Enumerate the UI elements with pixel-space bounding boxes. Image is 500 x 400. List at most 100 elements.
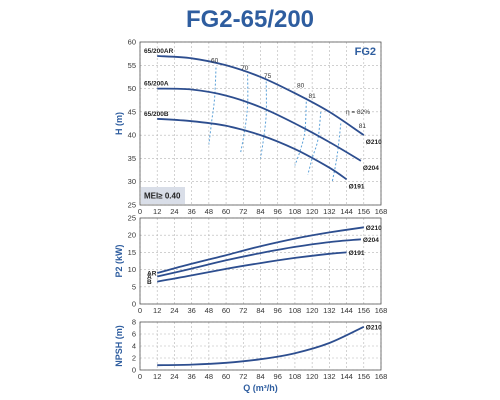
x-tick-label: 0 — [138, 207, 142, 216]
series-end-label: Ø204 — [363, 237, 379, 244]
x-tick-label: 168 — [375, 372, 388, 381]
y-tick-label: 15 — [128, 248, 136, 257]
series-name-label: A — [147, 274, 152, 281]
x-tick-label: 36 — [187, 306, 195, 315]
efficiency-curve — [208, 67, 217, 145]
x-tick-label: 168 — [375, 207, 388, 216]
series-end-label: Ø191 — [349, 183, 365, 190]
efficiency-curve — [307, 111, 322, 175]
y-tick-label: 5 — [132, 282, 136, 291]
y-tick-label: 25 — [128, 201, 136, 210]
series-end-label: Ø210 — [366, 324, 382, 331]
efficiency-label: 80 — [297, 83, 305, 90]
efficiency-label: 81 — [309, 93, 317, 100]
series-line — [157, 238, 361, 278]
series-line — [157, 251, 347, 283]
series-end-label: Ø191 — [349, 250, 365, 257]
series-line — [157, 55, 365, 136]
x-tick-label: 48 — [205, 306, 213, 315]
y-tick-label: 0 — [132, 300, 136, 309]
efficiency-curve — [294, 97, 307, 166]
x-tick-label: 156 — [358, 207, 371, 216]
efficiency-label: η = 82% — [346, 109, 370, 116]
x-tick-label: 96 — [274, 207, 282, 216]
x-tick-label: 36 — [187, 207, 195, 216]
plot-frame — [139, 217, 382, 305]
x-tick-label: 24 — [170, 306, 178, 315]
x-tick-label: 12 — [153, 306, 161, 315]
series-name-label: 65/200AR — [144, 48, 174, 55]
series-name-label: 65/200B — [144, 111, 169, 118]
y-tick-label: 60 — [128, 38, 136, 47]
x-tick-label: 108 — [289, 207, 302, 216]
series-name-label: AR — [147, 271, 157, 278]
series-line — [157, 87, 362, 162]
x-tick-label: 12 — [153, 372, 161, 381]
y-tick-label: 30 — [128, 177, 136, 186]
x-tick-label: 0 — [138, 306, 142, 315]
series-line — [157, 117, 348, 181]
x-tick-label: 108 — [289, 372, 302, 381]
series-end-label: Ø210 — [366, 225, 382, 232]
x-tick-label: 132 — [323, 207, 336, 216]
series-badge: FG2 — [355, 46, 376, 58]
y-tick-label: 35 — [128, 154, 136, 163]
x-tick-label: 144 — [340, 372, 353, 381]
efficiency-label: 75 — [264, 73, 272, 80]
plot-frame — [139, 321, 382, 371]
page-title: FG2-65/200 — [185, 6, 315, 33]
efficiency-label: 60 — [211, 57, 219, 64]
x-tick-label: 120 — [306, 306, 319, 315]
series-name-label: 65/200A — [144, 81, 169, 88]
series-end-label: Ø210 — [366, 139, 382, 146]
y-tick-label: 6 — [132, 330, 136, 339]
x-tick-label: 48 — [205, 372, 213, 381]
x-tick-label: 84 — [256, 207, 264, 216]
y-tick-label: 40 — [128, 131, 136, 140]
efficiency-curve — [239, 74, 249, 154]
series-line — [156, 226, 364, 274]
x-tick-label: 168 — [375, 306, 388, 315]
x-tick-label: 48 — [205, 207, 213, 216]
y-tick-label: 10 — [128, 265, 136, 274]
y-tick-label: 50 — [128, 84, 136, 93]
x-tick-label: 60 — [222, 207, 230, 216]
x-tick-label: 0 — [138, 372, 142, 381]
x-axis-label: Q (m³/h) — [243, 383, 278, 393]
plot-frame — [139, 41, 382, 206]
x-tick-label: 156 — [358, 306, 371, 315]
x-tick-label: 144 — [340, 306, 353, 315]
x-tick-label: 120 — [306, 207, 319, 216]
y-tick-label: 20 — [128, 231, 136, 240]
x-tick-label: 36 — [187, 372, 195, 381]
x-tick-label: 108 — [289, 306, 302, 315]
y-tick-label: 8 — [132, 318, 136, 327]
x-tick-label: 60 — [222, 306, 230, 315]
x-tick-label: 72 — [239, 372, 247, 381]
x-tick-label: 24 — [170, 372, 178, 381]
x-tick-label: 72 — [239, 207, 247, 216]
efficiency-curve — [260, 81, 267, 159]
x-tick-label: 132 — [323, 372, 336, 381]
x-tick-label: 72 — [239, 306, 247, 315]
series-line — [157, 325, 365, 367]
x-tick-label: 84 — [256, 306, 264, 315]
y-tick-label: 55 — [128, 61, 136, 70]
y-tick-label: 0 — [132, 366, 136, 375]
mei-box — [141, 187, 185, 204]
y-tick-label: 4 — [132, 342, 136, 351]
x-tick-label: 96 — [274, 306, 282, 315]
x-tick-label: 84 — [256, 372, 264, 381]
mei-label: MEI≥ 0.40 — [144, 192, 181, 201]
x-tick-label: 60 — [222, 372, 230, 381]
efficiency-label: 81 — [359, 123, 367, 130]
series-name-label: B — [147, 279, 152, 286]
y-axis-label: NPSH (m) — [114, 325, 124, 367]
x-tick-label: 144 — [340, 207, 353, 216]
x-tick-label: 24 — [170, 207, 178, 216]
y-axis-label: P2 (kW) — [114, 244, 124, 277]
efficiency-curve — [331, 123, 342, 182]
x-tick-label: 96 — [274, 372, 282, 381]
series-end-label: Ø204 — [363, 165, 379, 172]
